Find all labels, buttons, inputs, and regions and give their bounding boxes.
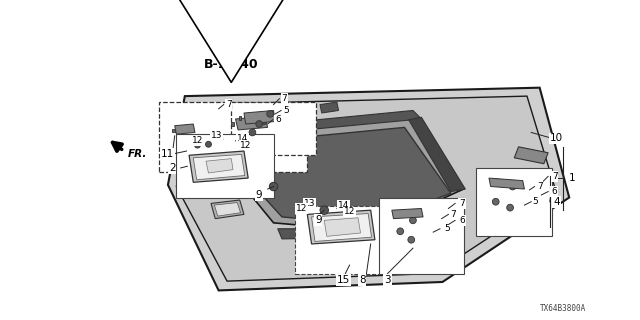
Polygon shape: [273, 110, 421, 132]
Text: 11: 11: [161, 148, 175, 159]
FancyBboxPatch shape: [177, 134, 273, 197]
Circle shape: [320, 206, 328, 214]
Polygon shape: [168, 88, 569, 291]
Circle shape: [256, 121, 262, 127]
Text: 4: 4: [553, 197, 560, 207]
Polygon shape: [198, 126, 240, 143]
Text: 12: 12: [240, 140, 252, 150]
Text: TX64B3800A: TX64B3800A: [540, 304, 586, 313]
Circle shape: [260, 118, 267, 125]
Circle shape: [195, 142, 200, 148]
Polygon shape: [489, 178, 524, 189]
Polygon shape: [239, 116, 241, 120]
Text: 5: 5: [444, 224, 449, 233]
Text: 7: 7: [226, 100, 232, 109]
Text: 6: 6: [551, 187, 557, 196]
Text: 6: 6: [459, 216, 465, 225]
Text: FR.: FR.: [127, 148, 147, 159]
Polygon shape: [320, 102, 339, 113]
Text: B-13-40: B-13-40: [204, 58, 259, 71]
FancyArrowPatch shape: [228, 74, 235, 81]
Circle shape: [397, 211, 404, 218]
Circle shape: [397, 228, 404, 235]
Polygon shape: [246, 127, 451, 225]
Text: 13: 13: [304, 199, 316, 208]
Text: 12: 12: [192, 136, 203, 145]
FancyBboxPatch shape: [159, 102, 307, 172]
Polygon shape: [189, 153, 207, 164]
Text: 9: 9: [256, 190, 262, 200]
Polygon shape: [193, 155, 245, 180]
Text: 5: 5: [532, 197, 538, 206]
FancyBboxPatch shape: [294, 206, 404, 274]
Polygon shape: [231, 122, 234, 126]
Polygon shape: [189, 151, 248, 182]
Polygon shape: [206, 159, 233, 173]
Circle shape: [494, 179, 500, 186]
Text: 8: 8: [359, 275, 365, 285]
Circle shape: [507, 204, 513, 211]
Text: 1: 1: [568, 173, 575, 183]
Circle shape: [205, 141, 211, 147]
Text: 7: 7: [459, 199, 465, 208]
Polygon shape: [307, 210, 375, 244]
Circle shape: [267, 110, 273, 117]
Text: 13: 13: [211, 131, 223, 140]
Text: 14: 14: [338, 201, 349, 210]
Text: 7: 7: [537, 182, 543, 191]
Text: 12: 12: [296, 204, 307, 213]
Polygon shape: [211, 200, 244, 219]
Text: 14: 14: [237, 134, 248, 143]
Text: 3: 3: [384, 275, 391, 285]
Polygon shape: [236, 131, 286, 178]
Text: 12: 12: [344, 207, 355, 216]
Circle shape: [269, 182, 278, 191]
FancyBboxPatch shape: [379, 197, 463, 274]
Polygon shape: [409, 117, 465, 192]
Polygon shape: [244, 110, 275, 124]
Circle shape: [249, 129, 256, 136]
Polygon shape: [278, 229, 383, 239]
Text: 7: 7: [552, 172, 557, 181]
Text: 9: 9: [315, 215, 322, 225]
Circle shape: [509, 183, 516, 190]
FancyBboxPatch shape: [476, 168, 552, 236]
Polygon shape: [328, 242, 362, 257]
Text: 7: 7: [451, 210, 456, 219]
Polygon shape: [324, 218, 360, 236]
Polygon shape: [236, 116, 268, 130]
Circle shape: [410, 217, 416, 224]
FancyBboxPatch shape: [231, 102, 316, 155]
Text: 3: 3: [162, 150, 169, 160]
Polygon shape: [177, 96, 557, 281]
Text: 6: 6: [275, 115, 280, 124]
Polygon shape: [175, 124, 195, 134]
Polygon shape: [236, 117, 463, 231]
Text: 2: 2: [169, 163, 175, 173]
Polygon shape: [392, 209, 423, 219]
Polygon shape: [214, 203, 241, 216]
Polygon shape: [172, 129, 175, 132]
Text: 7: 7: [282, 94, 287, 103]
Polygon shape: [312, 213, 372, 241]
Text: 15: 15: [337, 275, 350, 285]
Polygon shape: [515, 147, 548, 164]
Circle shape: [492, 198, 499, 205]
Polygon shape: [324, 240, 365, 258]
Text: 10: 10: [550, 133, 563, 143]
Text: 5: 5: [284, 106, 289, 115]
Polygon shape: [517, 180, 533, 192]
Circle shape: [408, 236, 415, 243]
